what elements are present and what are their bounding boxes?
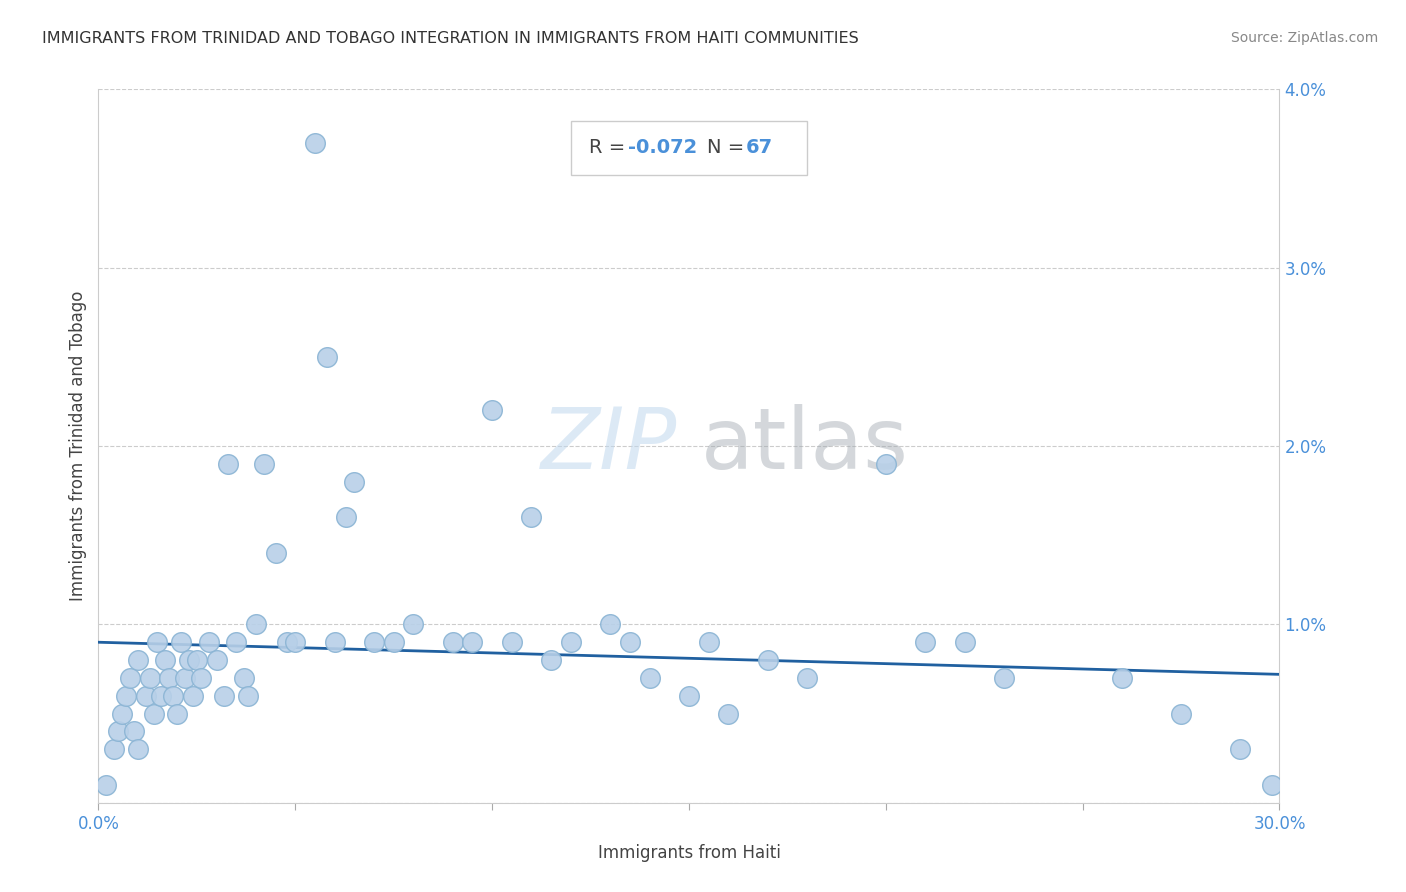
FancyBboxPatch shape	[571, 121, 807, 175]
Point	[233, 671, 256, 685]
Point	[190, 671, 212, 685]
Point	[103, 742, 125, 756]
Y-axis label: Immigrants from Trinidad and Tobago: Immigrants from Trinidad and Tobago	[69, 291, 87, 601]
Text: 67: 67	[745, 138, 773, 157]
Point	[236, 689, 259, 703]
Point	[323, 635, 346, 649]
Point	[1260, 778, 1282, 792]
Point	[197, 635, 219, 649]
Point	[170, 635, 193, 649]
Point	[953, 635, 976, 649]
Point	[142, 706, 165, 721]
Point	[115, 689, 138, 703]
Point	[993, 671, 1015, 685]
Point	[225, 635, 247, 649]
Point	[481, 403, 503, 417]
Point	[150, 689, 173, 703]
Point	[1170, 706, 1192, 721]
Point	[135, 689, 157, 703]
Text: ZIP: ZIP	[541, 404, 678, 488]
Point	[146, 635, 169, 649]
Point	[335, 510, 357, 524]
Point	[540, 653, 562, 667]
Text: IMMIGRANTS FROM TRINIDAD AND TOBAGO INTEGRATION IN IMMIGRANTS FROM HAITI COMMUNI: IMMIGRANTS FROM TRINIDAD AND TOBAGO INTE…	[42, 31, 859, 46]
Point	[501, 635, 523, 649]
Point	[697, 635, 720, 649]
Point	[315, 350, 337, 364]
Point	[276, 635, 298, 649]
Text: -0.072: -0.072	[627, 138, 697, 157]
Point	[382, 635, 405, 649]
Point	[363, 635, 385, 649]
Point	[304, 136, 326, 150]
Point	[619, 635, 641, 649]
Point	[796, 671, 818, 685]
Point	[1111, 671, 1133, 685]
Point	[122, 724, 145, 739]
Point	[186, 653, 208, 667]
Text: N =: N =	[707, 138, 751, 157]
Point	[264, 546, 287, 560]
Point	[461, 635, 484, 649]
Point	[678, 689, 700, 703]
Point	[166, 706, 188, 721]
Point	[638, 671, 661, 685]
Point	[599, 617, 621, 632]
Point	[217, 457, 239, 471]
Point	[138, 671, 160, 685]
Point	[402, 617, 425, 632]
Point	[205, 653, 228, 667]
Point	[284, 635, 307, 649]
Point	[214, 689, 236, 703]
Point	[162, 689, 184, 703]
Point	[245, 617, 267, 632]
Point	[174, 671, 197, 685]
Text: atlas: atlas	[700, 404, 908, 488]
Point	[96, 778, 118, 792]
Text: R =: R =	[589, 138, 631, 157]
Point	[717, 706, 740, 721]
Point	[111, 706, 134, 721]
Point	[107, 724, 129, 739]
Point	[560, 635, 582, 649]
Point	[127, 653, 149, 667]
Text: Source: ZipAtlas.com: Source: ZipAtlas.com	[1230, 31, 1378, 45]
Point	[520, 510, 543, 524]
Point	[343, 475, 366, 489]
Point	[177, 653, 200, 667]
Point	[127, 742, 149, 756]
Point	[155, 653, 177, 667]
Point	[118, 671, 141, 685]
Point	[914, 635, 936, 649]
Point	[756, 653, 779, 667]
Point	[441, 635, 464, 649]
Point	[1229, 742, 1251, 756]
Point	[157, 671, 180, 685]
Point	[181, 689, 204, 703]
Point	[253, 457, 276, 471]
X-axis label: Immigrants from Haiti: Immigrants from Haiti	[598, 844, 780, 862]
Point	[875, 457, 897, 471]
